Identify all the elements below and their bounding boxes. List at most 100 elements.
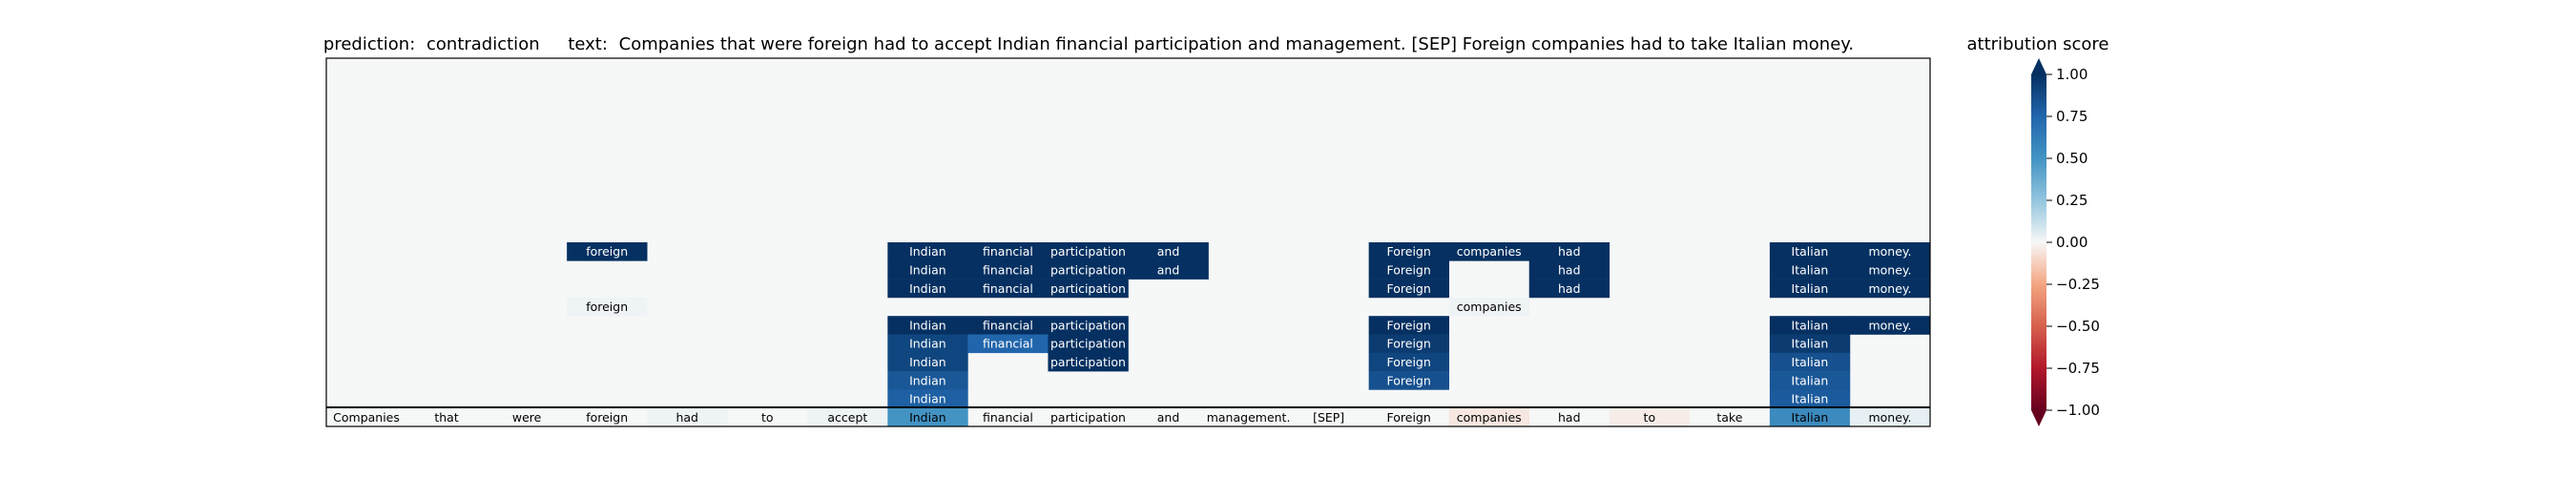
heatmap-cell-r18-c18-fill xyxy=(1769,389,1851,408)
base-token-cell-14-label: companies xyxy=(1457,410,1522,425)
heatmap-cell-r14-c7-label: Indian xyxy=(909,318,946,332)
colorbar-tick-label-2: 0.50 xyxy=(2056,150,2088,167)
text-label: text: xyxy=(568,34,608,54)
heatmap-cell-r10-c9-label: participation xyxy=(1050,244,1126,259)
base-token-cell-18-fill xyxy=(1769,407,1851,427)
heatmap-cell-r12-c15-fill xyxy=(1528,279,1610,299)
heatmap-cell-r10-c15-label: had xyxy=(1558,244,1581,259)
heatmap-cell-r12-c7: Indian xyxy=(887,279,968,299)
heatmap-plot-area: foreign Indian financial participation and Fo… xyxy=(325,57,1931,427)
heatmap-cell-r10-c15-fill xyxy=(1528,242,1610,261)
heatmap-cell-r10-c18: Italian xyxy=(1769,242,1851,261)
heatmap-cell-r12-c18-label: Italian xyxy=(1792,281,1829,296)
heatmap-cell-r16-c7-label: Indian xyxy=(909,355,946,369)
heatmap-cell-r17-c18-label: Italian xyxy=(1792,373,1829,387)
heatmap-cell-r10-c3-fill xyxy=(567,242,648,261)
prediction-value: contradiction xyxy=(426,34,540,54)
heatmap-cell-r15-c7-fill xyxy=(887,334,968,354)
heatmap-cell-r10-c13-fill xyxy=(1368,242,1449,261)
heatmap-cell-r12-c19: money. xyxy=(1849,279,1931,299)
heatmap-cell-r11-c19: money. xyxy=(1849,260,1931,280)
heatmap-cell-r15-c8-label: financial xyxy=(983,337,1033,351)
heatmap-cell-r12-c8-fill xyxy=(967,279,1049,299)
heatmap-cell-r16-c13: Foreign xyxy=(1368,352,1449,372)
base-token-cell-0: Companies xyxy=(333,410,400,425)
base-token-cell-9-label: participation xyxy=(1050,410,1126,425)
heatmap-cell-r12-c8: financial xyxy=(967,279,1049,299)
heatmap-cell-r11-c15-fill xyxy=(1528,260,1610,280)
heatmap-cell-r15-c13: Foreign xyxy=(1368,334,1449,354)
heatmap-cell-r10-c19-label: money. xyxy=(1868,244,1911,259)
chart-title: prediction: contradiction text: Companie… xyxy=(323,34,1854,54)
heatmap-cell-r14-c19: money. xyxy=(1849,316,1931,335)
colorbar-tick-label-7: −0.75 xyxy=(2056,360,2100,377)
heatmap-cell-r11-c10-fill xyxy=(1128,260,1209,280)
heatmap-cell-r13-c14: companies xyxy=(1448,297,1530,317)
heatmap-cell-r10-c7: Indian xyxy=(887,242,968,261)
heatmap-cell-r14-c19-label: money. xyxy=(1868,318,1911,332)
heatmap-cell-r10-c18-label: Italian xyxy=(1792,244,1829,259)
heatmap-cell-r11-c13: Foreign xyxy=(1368,260,1449,280)
heatmap-cell-r16-c13-label: Foreign xyxy=(1387,355,1431,369)
base-token-cell-10-label: and xyxy=(1157,410,1180,425)
colorbar-tick-label-8: −1.00 xyxy=(2056,402,2100,419)
heatmap-cell-r10-c3-label: foreign xyxy=(586,244,628,259)
heatmap-cell-r14-c9-fill xyxy=(1048,316,1129,335)
heatmap-cell-r17-c13: Foreign xyxy=(1368,371,1449,390)
heatmap-cell-r10-c13-label: Foreign xyxy=(1387,244,1431,259)
heatmap-cell-r15-c9-fill xyxy=(1048,334,1129,354)
base-token-cell-19-fill xyxy=(1849,407,1931,427)
heatmap-cell-r14-c8-fill xyxy=(967,316,1049,335)
base-token-cell-12: [SEP] xyxy=(1313,410,1344,425)
heatmap-cell-r16-c9: participation xyxy=(1048,352,1129,372)
heatmap-cell-r16-c9-label: participation xyxy=(1050,355,1126,369)
heatmap-cell-r15-c18-label: Italian xyxy=(1792,337,1829,351)
heatmap-cell-r11-c7: Indian xyxy=(887,260,968,280)
heatmap-cell-r17-c7-fill xyxy=(887,371,968,390)
heatmap-cell-r18-c7: Indian xyxy=(887,389,968,408)
heatmap-cell-r10-c10-label: and xyxy=(1157,244,1180,259)
base-token-cell-16: to xyxy=(1609,407,1691,427)
base-token-cell-6-fill xyxy=(807,407,888,427)
base-token-cell-8-label: financial xyxy=(983,410,1033,425)
heatmap-cell-r14-c13: Foreign xyxy=(1368,316,1449,335)
heatmap-cell-r14-c7: Indian xyxy=(887,316,968,335)
base-token-cell-5-label: to xyxy=(761,410,774,425)
base-token-cell-16-fill xyxy=(1609,407,1691,427)
heatmap-cell-r11-c19-fill xyxy=(1849,260,1931,280)
heatmap-cell-r13-c3-label: foreign xyxy=(586,300,628,314)
heatmap-cell-r12-c18: Italian xyxy=(1769,279,1851,299)
heatmap-cell-r11-c15: had xyxy=(1528,260,1610,280)
heatmap-cell-r14-c8-label: financial xyxy=(983,318,1033,332)
heatmap-cell-r16-c18: Italian xyxy=(1769,352,1851,372)
heatmap-cell-r16-c7-fill xyxy=(887,352,968,372)
base-token-cell-10: and xyxy=(1157,410,1180,425)
heatmap-cell-r18-c7-label: Indian xyxy=(909,392,946,406)
heatmap-cell-r14-c7-fill xyxy=(887,316,968,335)
heatmap-cell-r10-c14-fill xyxy=(1448,242,1530,261)
colorbar-tick-label-1: 0.75 xyxy=(2056,108,2088,125)
heatmap-cell-r12-c19-fill xyxy=(1849,279,1931,299)
heatmap-cell-r10-c9: participation xyxy=(1048,242,1129,261)
heatmap-cell-r10-c14: companies xyxy=(1448,242,1530,261)
heatmap-cell-r12-c9-label: participation xyxy=(1050,281,1126,296)
heatmap-cell-r15-c18: Italian xyxy=(1769,334,1851,354)
heatmap-cell-r11-c19-label: money. xyxy=(1868,262,1911,277)
base-token-cell-19: money. xyxy=(1849,407,1931,427)
heatmap-cell-r10-c7-label: Indian xyxy=(909,244,946,259)
base-token-cell-18-label: Italian xyxy=(1792,410,1829,425)
heatmap-cell-r11-c10: and xyxy=(1128,260,1209,280)
heatmap-cell-r10-c7-fill xyxy=(887,242,968,261)
heatmap-cell-r10-c13: Foreign xyxy=(1368,242,1449,261)
heatmap-cell-r15-c8-fill xyxy=(967,334,1049,354)
heatmap-cell-r10-c9-fill xyxy=(1048,242,1129,261)
heatmap-cell-r12-c13: Foreign xyxy=(1368,279,1449,299)
base-token-cell-0-label: Companies xyxy=(333,410,400,425)
heatmap-cell-r11-c15-label: had xyxy=(1558,262,1581,277)
base-token-cell-1: that xyxy=(434,410,458,425)
heatmap-cell-r10-c15: had xyxy=(1528,242,1610,261)
colorbar-tick-label-0: 1.00 xyxy=(2056,66,2088,83)
colorbar-tick-label-4: 0.00 xyxy=(2056,234,2088,251)
heatmap-cell-r17-c13-label: Foreign xyxy=(1387,373,1431,387)
base-token-cell-11: management. xyxy=(1207,410,1291,425)
